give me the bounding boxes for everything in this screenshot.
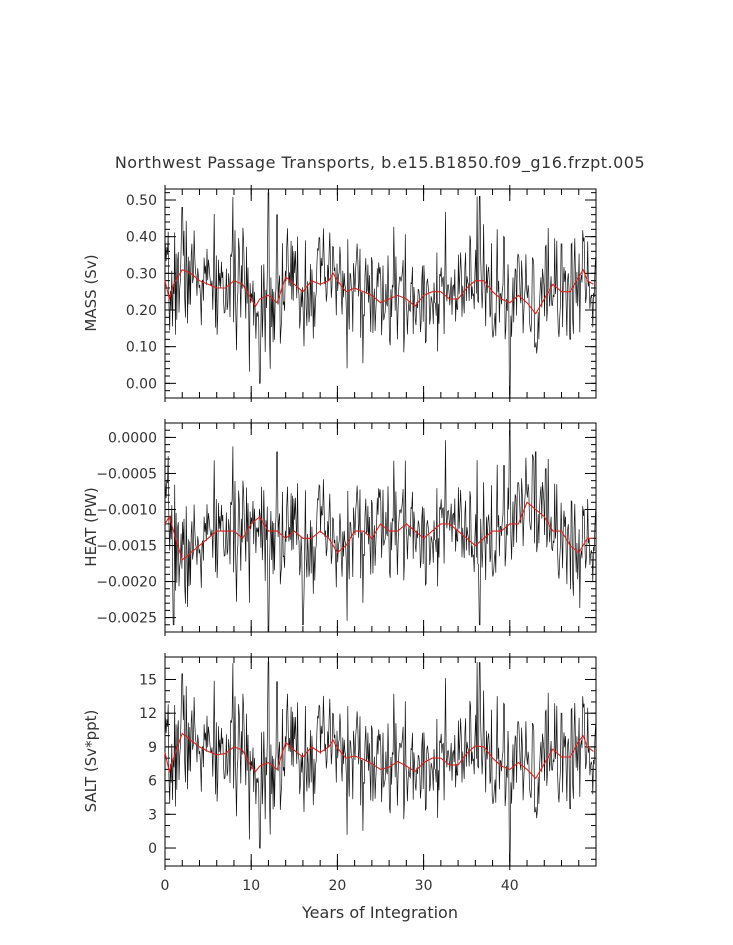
salt-y-axis-label: SALT (Sv*ppt) (82, 710, 100, 813)
x-tick-label: 10 (242, 878, 260, 894)
y-tick-label: 0.10 (126, 340, 157, 356)
y-tick-label: 0.00 (126, 376, 157, 392)
raw-series-line (164, 192, 596, 395)
y-tick-label: −0.0010 (96, 502, 157, 518)
x-tick-label: 40 (501, 878, 519, 894)
y-tick-label: 15 (139, 672, 157, 688)
plot-frame (164, 656, 597, 867)
y-tick-label: 0.50 (126, 193, 157, 209)
y-tick-label: −0.0015 (96, 539, 157, 555)
y-tick-label: 0.0000 (108, 430, 157, 446)
plot-frame (164, 188, 597, 399)
heat-panel: HEAT (PW) 0.0000 −0.0005 −0.0010 −0.0015 −0.… (82, 419, 597, 636)
salt-panel: SALT (Sv*ppt) 0 3 6 9 12 15 0 10 20 30 40 (82, 653, 597, 894)
y-tick-label: 0.30 (126, 266, 157, 282)
y-tick-label: −0.0005 (96, 466, 157, 482)
raw-series-line (164, 429, 596, 633)
mass-panel: MASS (Sv) 0.00 0.10 0.20 0.30 0.40 0.50 (82, 185, 597, 402)
heat-y-axis-label: HEAT (PW) (82, 487, 100, 566)
x-tick-label: 20 (328, 878, 346, 894)
mass-y-axis-label: MASS (Sv) (82, 254, 100, 331)
y-tick-label: 3 (148, 807, 157, 823)
x-tick-label: 0 (161, 878, 170, 894)
plot-frame (164, 422, 597, 633)
smoothed-series-line (164, 501, 594, 561)
raw-series-line (164, 661, 596, 862)
y-tick-label: 6 (148, 774, 157, 790)
y-tick-label: 12 (139, 706, 157, 722)
smoothed-series-line (164, 268, 594, 315)
y-tick-label: 0.20 (126, 303, 157, 319)
y-tick-label: 0 (148, 841, 157, 857)
smoothed-series-line (164, 732, 594, 780)
y-tick-label: 9 (148, 740, 157, 756)
y-tick-label: −0.0025 (96, 611, 157, 627)
y-tick-label: −0.0020 (96, 575, 157, 591)
x-tick-label: 30 (415, 878, 433, 894)
x-axis-label: Years of Integration (301, 903, 458, 922)
y-tick-label: 0.40 (126, 230, 157, 246)
chart-title: Northwest Passage Transports, b.e15.B185… (115, 153, 645, 173)
